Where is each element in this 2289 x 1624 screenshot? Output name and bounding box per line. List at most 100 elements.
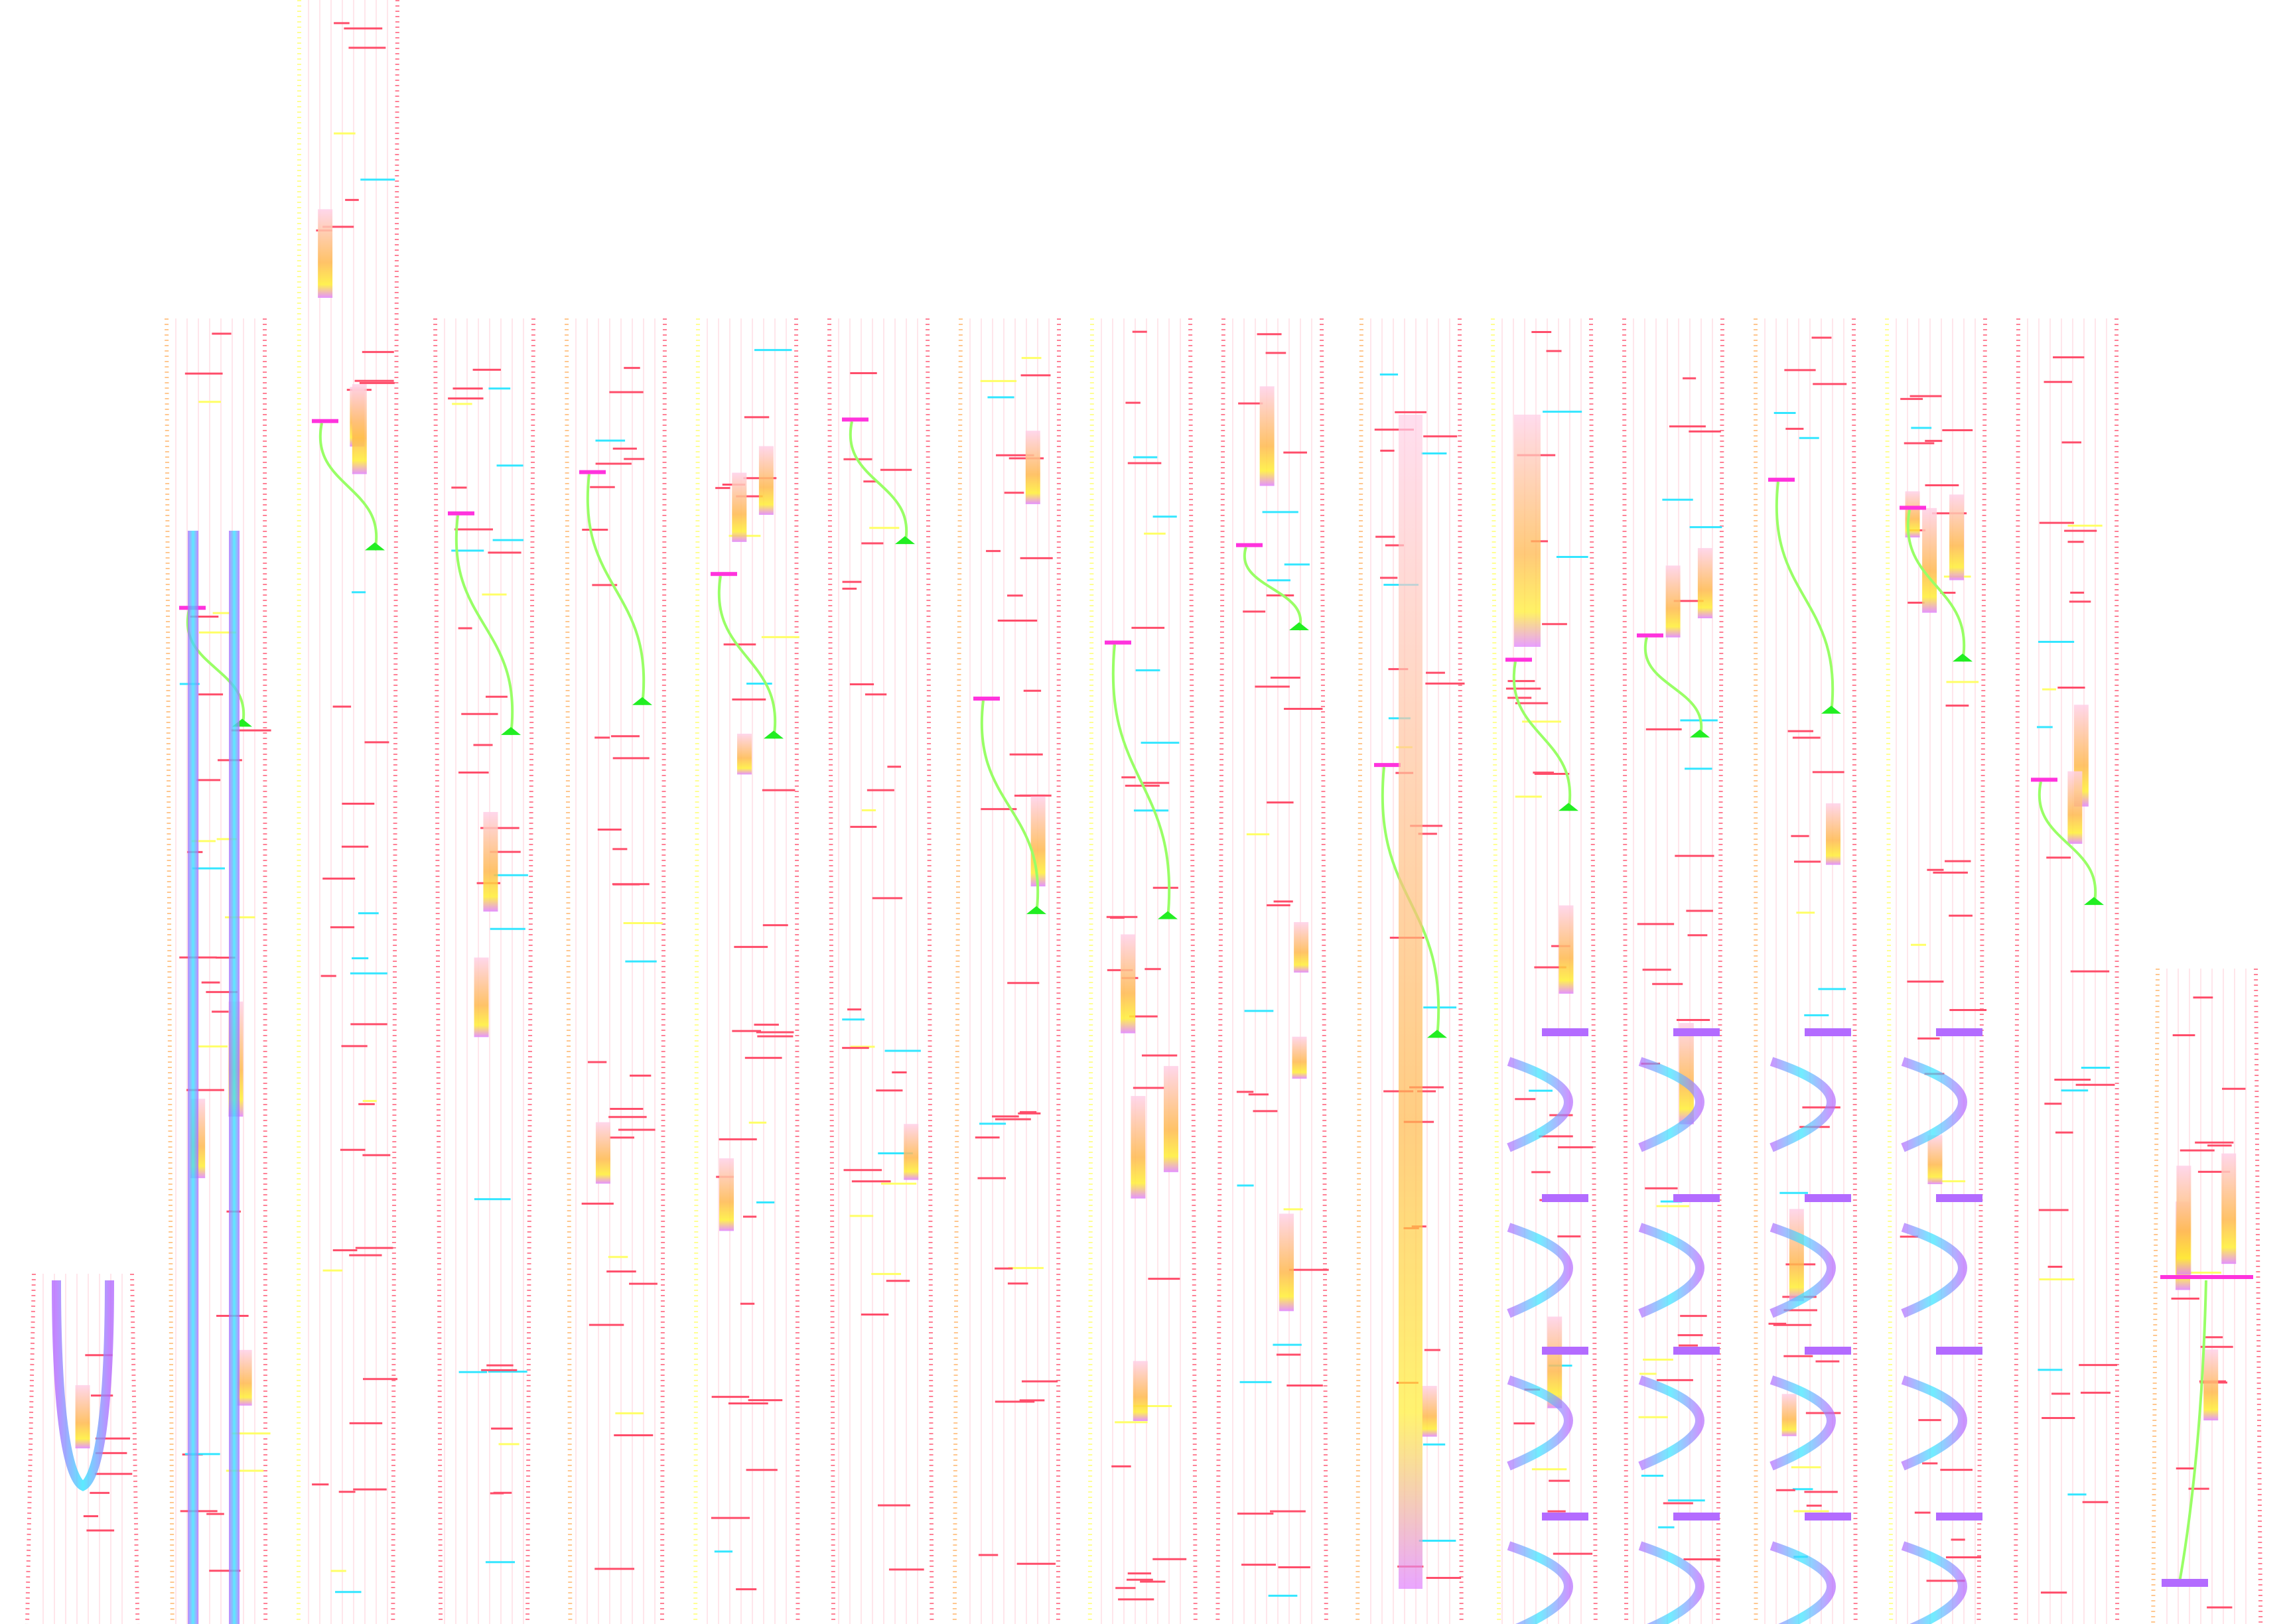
connector-arc	[1643, 637, 1703, 738]
arrow-marker	[365, 542, 385, 551]
cyan-ribbon	[1901, 1541, 1967, 1624]
anchor-marker	[1505, 657, 1532, 662]
panel-15	[1885, 318, 1987, 1624]
feature-bar	[1025, 431, 1040, 504]
panel-5	[565, 318, 667, 1624]
panel-4	[433, 318, 535, 1624]
feature-bar	[1131, 1096, 1146, 1199]
panel-7	[827, 318, 934, 1624]
feature-bar	[1163, 1065, 1178, 1172]
edge-track	[2151, 968, 2160, 1624]
panel-17	[2151, 968, 2263, 1624]
edge-track	[1458, 318, 1464, 1624]
edge-track	[1852, 318, 1858, 1624]
anchor-marker	[973, 697, 1000, 701]
feature-bar	[237, 1349, 252, 1406]
cyan-ribbon	[1638, 1541, 1704, 1624]
edge-track	[25, 1273, 36, 1624]
violet-block	[1673, 1347, 1720, 1355]
feature-bar	[474, 957, 489, 1038]
cyan-ribbon	[1769, 1375, 1836, 1471]
feature-bar	[1259, 386, 1275, 486]
connector-arc	[1775, 481, 1835, 714]
edge-track	[952, 318, 963, 1624]
feature-bar	[904, 1124, 919, 1180]
connector-arc	[318, 423, 378, 551]
cyan-ribbon	[1638, 1223, 1704, 1318]
anchor-marker	[312, 419, 338, 423]
feature-bar	[2221, 1153, 2237, 1264]
arrow-marker	[501, 726, 521, 735]
edge-track	[1622, 318, 1629, 1624]
feature-bar	[75, 1385, 90, 1449]
violet-block	[1673, 1194, 1720, 1202]
arrow-marker	[1559, 803, 1578, 811]
cyan-ribbon	[1901, 1375, 1967, 1471]
cyan-ribbon	[52, 1280, 114, 1491]
feature-bar	[1949, 494, 1965, 580]
feature-bar	[1547, 1316, 1562, 1408]
edge-track	[1056, 318, 1061, 1624]
cyan-ribbon	[1507, 1223, 1573, 1318]
violet-block	[1936, 1513, 1982, 1521]
edge-track	[693, 318, 700, 1624]
edge-track	[1977, 318, 1987, 1624]
feature-bar	[483, 811, 498, 912]
panel-14	[1754, 318, 1858, 1624]
cyan-track	[229, 531, 240, 1624]
panel-3	[296, 0, 399, 1624]
cyan-ribbon	[1638, 1375, 1704, 1471]
connector-arc	[849, 421, 908, 545]
panel-16	[2014, 318, 2120, 1624]
panel-12	[1491, 318, 1598, 1624]
arrow-marker	[1690, 729, 1710, 738]
cyan-ribbon	[1769, 1223, 1836, 1318]
feature-bar	[1927, 1135, 1943, 1184]
cyan-ribbon	[1769, 1057, 1836, 1152]
feature-bar	[1279, 1213, 1294, 1312]
violet-block	[1673, 1028, 1720, 1036]
violet-block	[1805, 1347, 1851, 1355]
feature-bar	[1294, 921, 1309, 973]
edge-track	[2115, 318, 2120, 1624]
feature-bar	[1422, 1386, 1437, 1437]
violet-block	[1542, 1028, 1588, 1036]
orange-band	[1399, 415, 1422, 1589]
feature-bar	[1922, 508, 1937, 613]
cyan-ribbon	[1507, 1375, 1573, 1471]
violet-block	[1542, 1513, 1588, 1521]
cyan-ribbon	[1507, 1057, 1573, 1152]
feature-bar	[1697, 548, 1712, 618]
panels-layer	[25, 0, 2263, 1624]
violet-block	[1805, 1194, 1851, 1202]
connector-arc	[717, 575, 777, 739]
feature-bar	[2203, 1349, 2219, 1421]
panel-6	[693, 318, 800, 1624]
feature-bar	[1781, 1394, 1797, 1436]
edge-track	[1716, 318, 1724, 1624]
feature-bar	[1121, 934, 1136, 1034]
edge-track	[2254, 968, 2263, 1624]
feature-bar	[1789, 1209, 1804, 1302]
connector-arc	[2038, 781, 2097, 906]
arrow-marker	[2084, 897, 2104, 906]
feature-bar	[1030, 796, 1046, 887]
anchor-marker	[1900, 506, 1926, 510]
violet-block	[1542, 1347, 1588, 1355]
anchor-marker	[842, 417, 868, 422]
edge-track	[1188, 318, 1198, 1624]
connector-arc	[1512, 661, 1572, 811]
arrow-marker	[1026, 906, 1046, 914]
connector-arc	[586, 474, 646, 705]
anchor-marker	[1236, 543, 1263, 547]
arrow-marker	[1821, 705, 1841, 714]
edge-track	[1589, 318, 1598, 1624]
cyan-ribbon	[1901, 1223, 1967, 1318]
feature-bar	[318, 209, 333, 298]
feature-bar	[1292, 1036, 1307, 1079]
connector-arc	[1111, 644, 1171, 919]
arrow-marker	[1158, 911, 1178, 919]
edge-track	[130, 1273, 140, 1624]
edge-track	[565, 318, 573, 1624]
